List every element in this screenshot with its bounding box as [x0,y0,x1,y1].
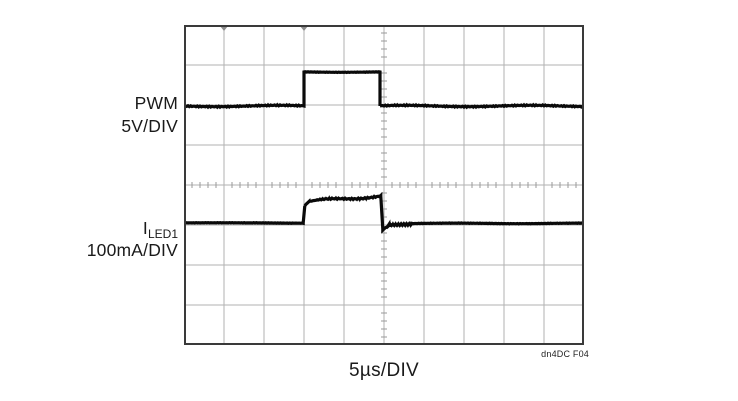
ch2-name: ILED1 [0,218,178,241]
ch2-label: ILED1 100mA/DIV [0,218,178,260]
trace-fuzz-iled1 [183,193,584,234]
timebase-label: 5µs/DIV [348,360,420,381]
top-marker-icon [300,26,308,31]
ch1-name: PWM [134,93,178,113]
ch2-name-main: I [142,218,148,238]
trace-fuzz-pwm [183,70,585,110]
ch2-scale: 100mA/DIV [86,239,178,260]
oscilloscope-graticule [183,25,585,345]
plot-border [184,25,584,345]
figure-reference: dn4DC F04 [541,349,589,359]
ch2-name-subscript: LED1 [147,226,178,241]
ch1-label: PWM 5V/DIV [0,92,178,138]
top-marker-icon [220,26,228,31]
ch1-scale: 5V/DIV [121,116,178,136]
oscilloscope-plot [183,25,585,345]
